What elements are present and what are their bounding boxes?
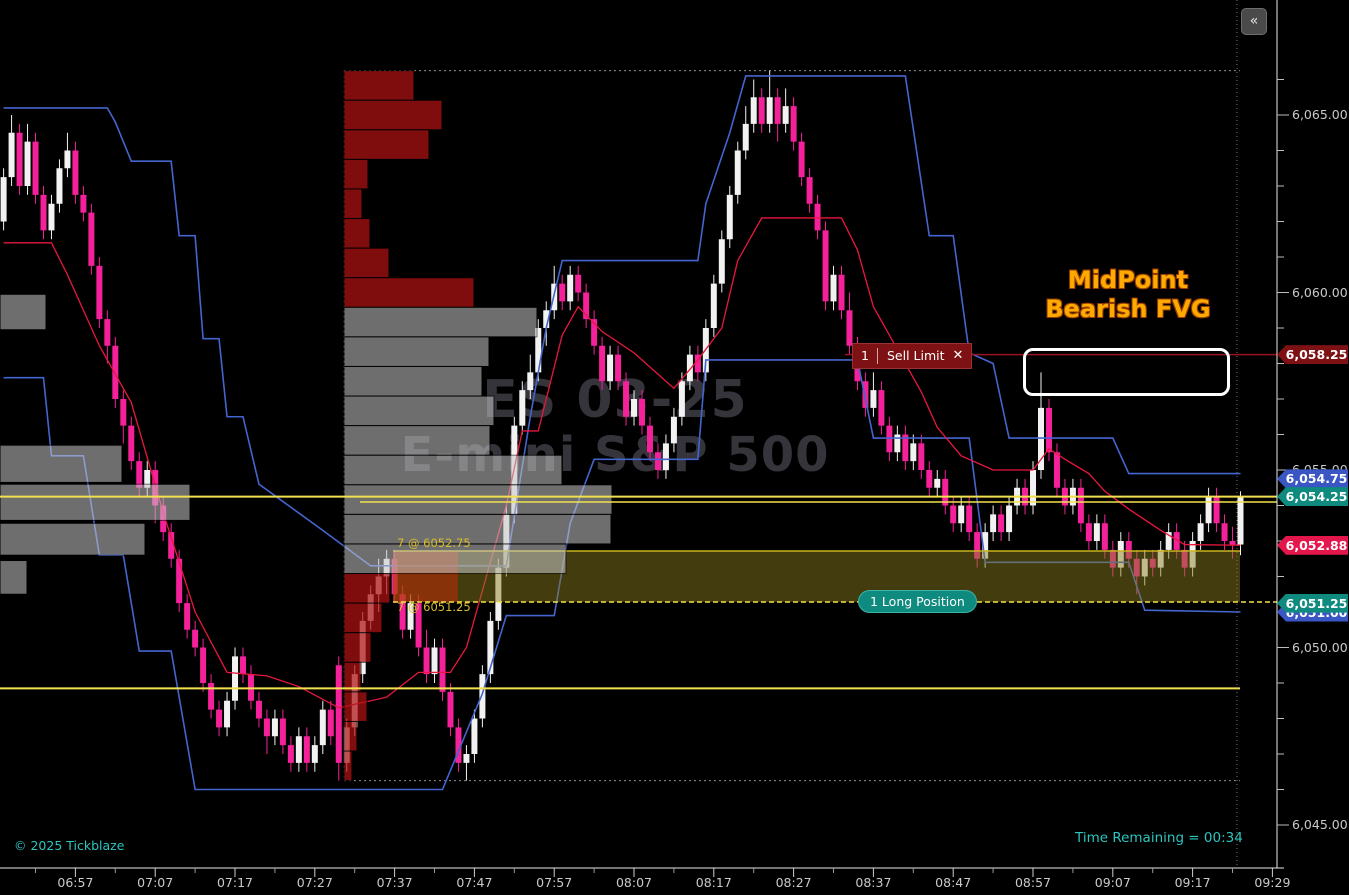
price-badge: 6,058.25 <box>1277 345 1348 365</box>
fill-label-upper: 7 @ 6052.75 <box>397 536 471 550</box>
price-badge: 6,051.25 <box>1277 593 1348 613</box>
time-axis-label: 06:57 <box>57 875 94 890</box>
fvg-highlight-box <box>1023 347 1230 397</box>
time-axis-label: 07:07 <box>137 875 174 890</box>
price-badge: 6,054.25 <box>1277 487 1348 507</box>
fill-label-lower: 7 @ 6051.25 <box>397 600 471 614</box>
time-axis-label: 07:57 <box>536 875 573 890</box>
time-remaining-text: Time Remaining = 00:34 <box>1075 830 1243 846</box>
time-axis-label: 08:37 <box>855 875 892 890</box>
price-badge: 6,054.75 <box>1277 469 1348 489</box>
time-axis-label: 07:27 <box>296 875 333 890</box>
long-position-label: 1 Long Position <box>870 594 965 610</box>
fvg-annotation-line2: Bearish FVG <box>1045 295 1211 323</box>
time-axis-label: 08:27 <box>775 875 812 890</box>
fvg-annotation: MidPoint Bearish FVG <box>1022 266 1234 324</box>
time-axis-label: 08:07 <box>615 875 653 890</box>
time-axis-label: 08:47 <box>935 875 972 890</box>
sell-limit-divider <box>877 347 878 364</box>
price-axis-label: 6,050.00 <box>1292 639 1348 655</box>
time-axis-label: 09:17 <box>1174 875 1211 890</box>
cancel-order-icon[interactable]: ✕ <box>952 348 964 364</box>
copyright-text: © 2025 Tickblaze <box>14 838 125 853</box>
time-axis-label: 07:47 <box>456 875 493 890</box>
time-axis-label: 07:37 <box>376 875 413 890</box>
time-axis-label: 07:17 <box>216 875 254 890</box>
sell-limit-label: Sell Limit <box>887 348 945 364</box>
mid-band-line <box>3 217 1241 709</box>
time-axis-label: 08:57 <box>1014 875 1052 890</box>
time-axis-label: 09:07 <box>1094 875 1131 890</box>
fvg-annotation-line1: MidPoint <box>1067 266 1189 294</box>
collapse-panel-button[interactable]: « <box>1241 8 1267 35</box>
price-axis-label: 6,045.00 <box>1292 817 1348 832</box>
time-axis-label: 09:29 <box>1254 875 1291 890</box>
sell-limit-order-tag[interactable]: 1 Sell Limit ✕ <box>852 342 973 369</box>
price-axis-label: 6,060.00 <box>1292 284 1348 300</box>
time-axis-label: 08:17 <box>695 875 732 890</box>
price-badge: 6,052.88 <box>1277 535 1348 555</box>
sell-limit-qty: 1 <box>861 348 869 364</box>
price-axis-label: 6,065.00 <box>1292 107 1348 122</box>
long-position-tag[interactable]: 1 Long Position <box>858 590 977 614</box>
